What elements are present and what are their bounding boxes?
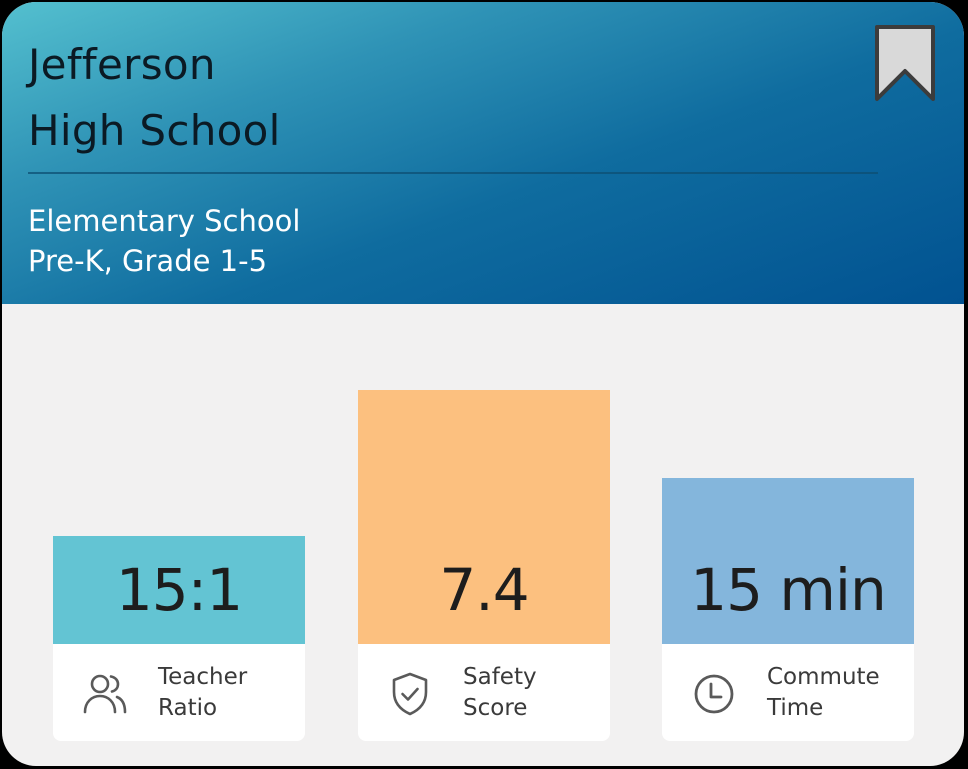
safety-score-value: 7.4: [439, 556, 529, 624]
commute-time-label-box: Commute Time: [662, 644, 914, 741]
teacher-ratio-label-line2: Ratio: [158, 695, 218, 721]
teacher-ratio-label-box: Teacher Ratio: [53, 644, 305, 741]
commute-time-value: 15 min: [690, 556, 887, 624]
safety-score-label: Safety Score: [463, 662, 537, 724]
header-divider: [28, 172, 878, 174]
safety-score-label-box: Safety Score: [358, 644, 610, 741]
school-name: Jefferson High School: [28, 32, 281, 164]
teacher-ratio-value: 15:1: [115, 556, 243, 624]
card-header: Jefferson High School Elementary School …: [2, 2, 964, 304]
commute-time-bar: 15 min: [662, 478, 914, 644]
teacher-ratio-bar: 15:1: [53, 536, 305, 644]
teacher-ratio-label: Teacher Ratio: [158, 662, 247, 724]
commute-time-label-line1: Commute: [767, 664, 880, 690]
school-name-line2: High School: [28, 106, 281, 155]
school-type: Elementary School: [28, 204, 301, 238]
commute-time-label: Commute Time: [767, 662, 880, 724]
clock-icon: [694, 674, 734, 714]
safety-score-label-line2: Score: [463, 695, 528, 721]
safety-score-bar: 7.4: [358, 390, 610, 644]
teacher-ratio-label-line1: Teacher: [158, 664, 248, 690]
bookmark-icon: [875, 25, 935, 101]
school-grades: Pre-K, Grade 1-5: [28, 244, 268, 278]
commute-time-label-line2: Time: [767, 695, 824, 721]
safety-score-label-line1: Safety: [463, 664, 537, 690]
users-icon: [83, 674, 127, 714]
school-info: Elementary School Pre-K, Grade 1-5: [28, 201, 300, 281]
bookmark-button[interactable]: [873, 24, 937, 102]
school-name-line1: Jefferson: [28, 40, 216, 89]
shield-check-icon: [392, 672, 428, 716]
